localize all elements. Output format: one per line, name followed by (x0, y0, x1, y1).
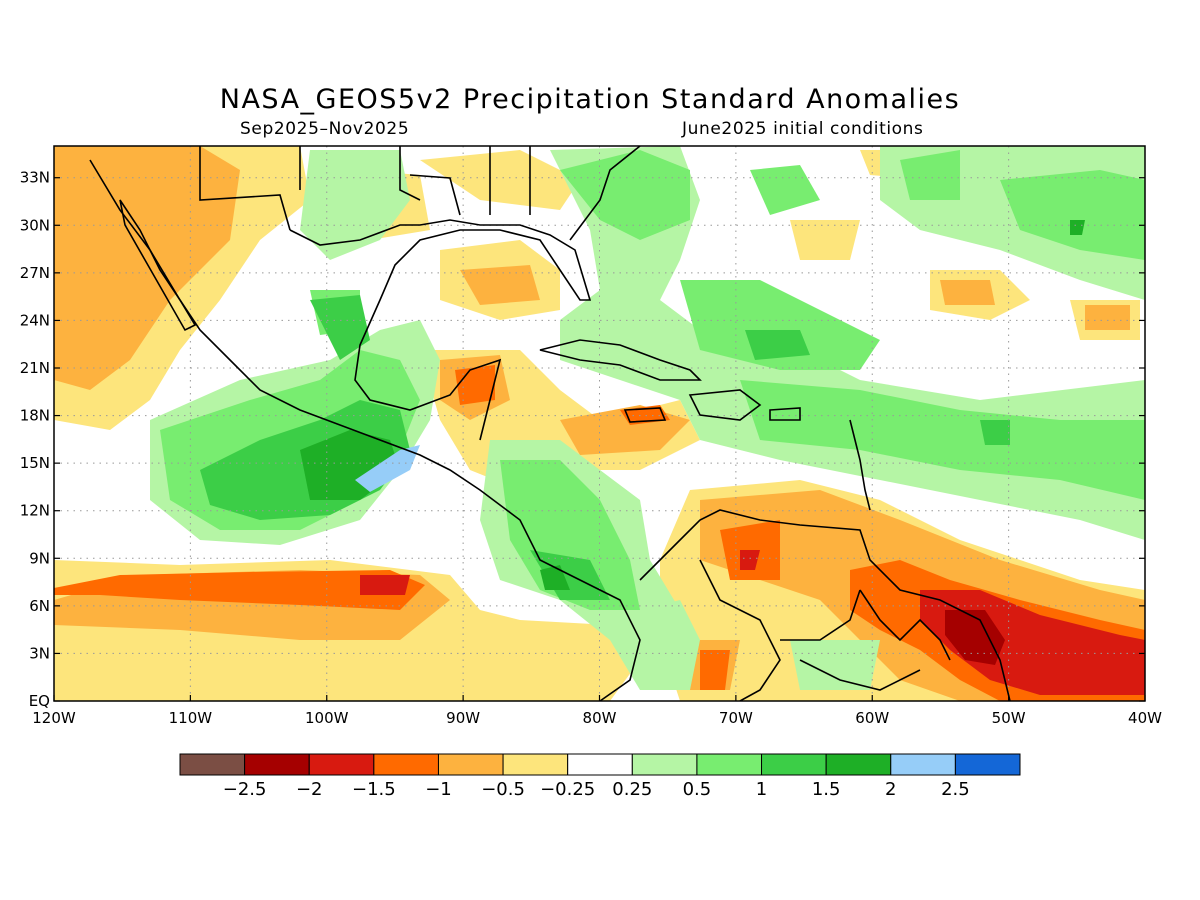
colorbar-label: 2.5 (941, 779, 970, 800)
x-tick-label: 120W (32, 709, 76, 727)
y-tick-label: 21N (20, 359, 50, 377)
colorbar-swatch (179, 753, 246, 776)
y-tick-label: 12N (20, 502, 50, 520)
colorbar-label: −1 (425, 779, 452, 800)
x-tick-label: 90W (446, 709, 480, 727)
y-tick-label: 30N (20, 216, 50, 234)
initial-conditions: June2025 initial conditions (682, 119, 924, 139)
colorbar-swatch (502, 753, 569, 776)
colorbar-label: −2.5 (223, 779, 267, 800)
x-tick-label: 80W (583, 709, 617, 727)
x-tick-label: 70W (719, 709, 753, 727)
x-tick-label: 60W (855, 709, 889, 727)
colorbar-swatch (308, 753, 375, 776)
latitude-axis: EQ 3N 6N 9N 12N 15N 18N 21N 24N 27N 30N 33N (20, 169, 1145, 710)
longitude-axis: 120W 110W 100W 90W 80W 70W 60W 50W 40W (32, 695, 1162, 727)
x-tick-label: 50W (992, 709, 1026, 727)
y-tick-label: 9N (29, 549, 50, 567)
map-title: NASA_GEOS5v2 Precipitation Standard Anom… (219, 84, 961, 115)
colorbar-swatch (825, 753, 892, 776)
y-tick-label: 27N (20, 264, 50, 282)
colorbar-label: 1 (756, 779, 767, 800)
colorbar-label: 2 (885, 779, 896, 800)
y-tick-label: 6N (29, 597, 50, 615)
colorbar-swatch (631, 753, 698, 776)
colorbar-swatch (437, 753, 504, 776)
colorbar-swatch (761, 753, 827, 776)
y-tick-label: 18N (20, 407, 50, 425)
forecast-period: Sep2025–Nov2025 (240, 119, 410, 139)
y-tick-label: 15N (20, 454, 50, 472)
y-tick-label: EQ (29, 692, 50, 710)
x-tick-label: 100W (305, 709, 349, 727)
colorbar-label: −1.5 (352, 779, 396, 800)
colorbar-label: −2 (296, 779, 323, 800)
anomaly-field (54, 146, 1145, 701)
x-tick-label: 40W (1128, 709, 1162, 727)
colorbar-swatch (954, 753, 1021, 776)
colorbar-swatch (696, 753, 763, 776)
coastlines (89, 146, 1011, 701)
colorbar-label: −0.25 (540, 779, 595, 800)
colorbar-label: 1.5 (812, 779, 841, 800)
colorbar-swatch (373, 753, 439, 776)
colorbar-swatch (890, 753, 956, 776)
colorbar: −2.5 −2 −1.5 −1 −0.5 −0.25 0.25 0.5 1 1.5 2 2.5 (179, 753, 1021, 800)
y-tick-label: 24N (20, 311, 50, 329)
colorbar-swatch (567, 753, 633, 776)
x-tick-label: 110W (169, 709, 213, 727)
colorbar-label: 0.5 (683, 779, 712, 800)
colorbar-swatch (244, 753, 310, 776)
colorbar-label: −0.5 (481, 779, 525, 800)
y-tick-label: 33N (20, 169, 50, 187)
colorbar-label: 0.25 (612, 779, 652, 800)
y-tick-label: 3N (29, 644, 50, 662)
